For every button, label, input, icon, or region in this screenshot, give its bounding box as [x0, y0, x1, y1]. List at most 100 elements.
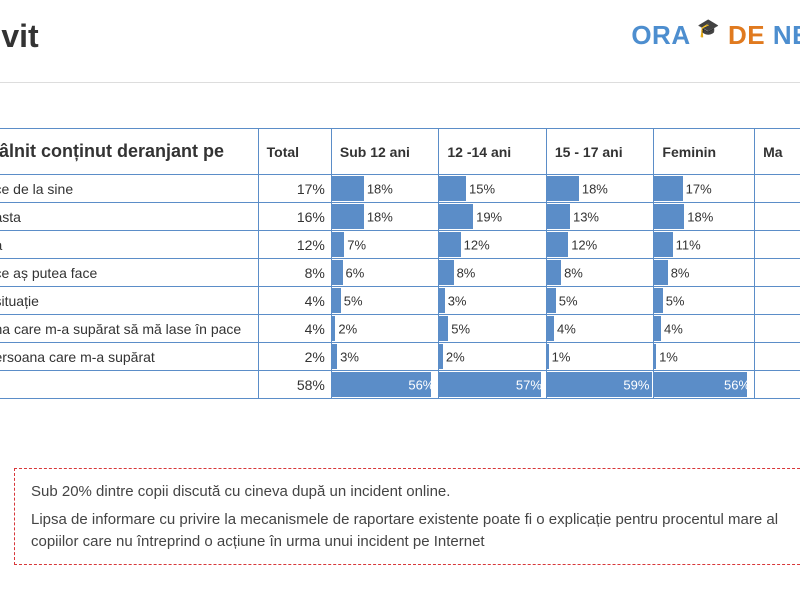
- divider: [0, 82, 800, 83]
- table-row: ersoana care m-a supărat2%3%2%1%1%: [0, 343, 800, 371]
- bar-cell: 6%: [331, 259, 439, 287]
- row-label: asta: [0, 203, 258, 231]
- bar-fill: [654, 232, 672, 257]
- bar-cell: 2%: [331, 315, 439, 343]
- bar-value-label: 1%: [659, 349, 678, 364]
- bar-value-label: 19%: [476, 209, 502, 224]
- callout-text-1: Sub 20% dintre copii discută cu cineva d…: [31, 481, 793, 503]
- logo-part-2: DE: [728, 20, 765, 50]
- bar-fill: [439, 288, 444, 313]
- bar-cell: 4%: [654, 315, 755, 343]
- bar-cell: 18%: [654, 203, 755, 231]
- row-label: a: [0, 231, 258, 259]
- bar-fill: [654, 344, 656, 369]
- bar-value-label: 4%: [557, 321, 576, 336]
- table-subtitle: âlnit conținut deranjant pe: [0, 129, 258, 175]
- total-cell: 16%: [258, 203, 331, 231]
- data-table: âlnit conținut deranjant pe TotalSub 12 …: [0, 128, 800, 399]
- row-label: situație: [0, 287, 258, 315]
- bar-value-label: 3%: [340, 349, 359, 364]
- bar-fill: [654, 260, 667, 285]
- table-row: na care m-a supărat să mă lase în pace 4%…: [0, 315, 800, 343]
- row-label: ce de la sine: [0, 175, 258, 203]
- bar-value-label: 8%: [457, 265, 476, 280]
- bar-cell: 5%: [331, 287, 439, 315]
- bar-fill: [332, 288, 341, 313]
- bar-cell: 11%: [654, 231, 755, 259]
- bar-cell: 2%: [439, 343, 547, 371]
- bar-value-label: 17%: [686, 181, 712, 196]
- bar-fill: [654, 204, 684, 229]
- bar-fill: [332, 232, 344, 257]
- bar-fill: [547, 344, 549, 369]
- total-cell: 2%: [258, 343, 331, 371]
- bar-cell: 8%: [654, 259, 755, 287]
- bar-cell: 56%: [654, 371, 755, 399]
- bar-fill: [547, 232, 568, 257]
- bar-fill: [439, 316, 448, 341]
- bar-value-label: 57%: [516, 377, 542, 392]
- bar-value-label: 5%: [559, 293, 578, 308]
- table-body: ce de la sine17%18%15%18%17%asta16% 18% 19…: [0, 175, 800, 399]
- bar-cell: 12%: [439, 231, 547, 259]
- total-cell: 8%: [258, 259, 331, 287]
- bar-value-label: 56%: [408, 377, 434, 392]
- table-header-row: âlnit conținut deranjant pe TotalSub 12 …: [0, 129, 800, 175]
- bar-cell: 8%: [439, 259, 547, 287]
- bar-value-label: 2%: [446, 349, 465, 364]
- bar-value-label: 6%: [346, 265, 365, 280]
- bar-cell: 3%: [439, 287, 547, 315]
- bar-fill: [654, 288, 662, 313]
- bar-value-label: 13%: [573, 209, 599, 224]
- bar-cell: 5%: [546, 287, 654, 315]
- bar-cell: 4%: [546, 315, 654, 343]
- bar-value-label: 8%: [564, 265, 583, 280]
- bar-cell: [755, 203, 800, 231]
- total-cell: 4%: [258, 287, 331, 315]
- total-cell: 58%: [258, 371, 331, 399]
- bar-cell: 17%: [654, 175, 755, 203]
- bar-fill: [332, 316, 336, 341]
- callout-box: Sub 20% dintre copii discută cu cineva d…: [14, 468, 800, 565]
- column-header: 15 - 17 ani: [546, 129, 654, 175]
- bar-fill: [654, 316, 661, 341]
- bar-cell: [755, 175, 800, 203]
- bar-cell: 7%: [331, 231, 439, 259]
- bar-cell: 12%: [546, 231, 654, 259]
- bar-cell: 8%: [546, 259, 654, 287]
- bar-value-label: 5%: [451, 321, 470, 336]
- bar-cell: [755, 371, 800, 399]
- bar-value-label: 12%: [464, 237, 490, 252]
- row-label: [0, 371, 258, 399]
- column-header: Sub 12 ani: [331, 129, 439, 175]
- bar-value-label: 15%: [469, 181, 495, 196]
- total-cell: 17%: [258, 175, 331, 203]
- bar-cell: 15%: [439, 175, 547, 203]
- bar-cell: 59%: [546, 371, 654, 399]
- bar-cell: [755, 231, 800, 259]
- bar-cell: [755, 315, 800, 343]
- bar-fill: [439, 204, 473, 229]
- row-label: ce aș putea face: [0, 259, 258, 287]
- bar-cell: [755, 287, 800, 315]
- bar-value-label: 56%: [724, 377, 750, 392]
- logo-part-3: NE: [773, 20, 800, 50]
- bar-cell: 3%: [331, 343, 439, 371]
- bar-fill: [439, 260, 453, 285]
- bar-value-label: 5%: [666, 293, 685, 308]
- row-label: na care m-a supărat să mă lase în pace: [0, 315, 258, 343]
- table-row: 58% 56% 57% 59% 56%: [0, 371, 800, 399]
- total-cell: 12%: [258, 231, 331, 259]
- bar-value-label: 3%: [448, 293, 467, 308]
- bar-value-label: 18%: [687, 209, 713, 224]
- bar-value-label: 8%: [671, 265, 690, 280]
- bar-cell: 5%: [439, 315, 547, 343]
- bar-fill: [332, 204, 364, 229]
- table-row: asta16%18%19%13%18%: [0, 203, 800, 231]
- table-row: ce de la sine17%18%15%18%17%: [0, 175, 800, 203]
- row-label: ersoana care m-a supărat: [0, 343, 258, 371]
- bar-cell: 5%: [654, 287, 755, 315]
- column-header: 12 -14 ani: [439, 129, 547, 175]
- bar-value-label: 2%: [338, 321, 357, 336]
- bar-fill: [332, 344, 337, 369]
